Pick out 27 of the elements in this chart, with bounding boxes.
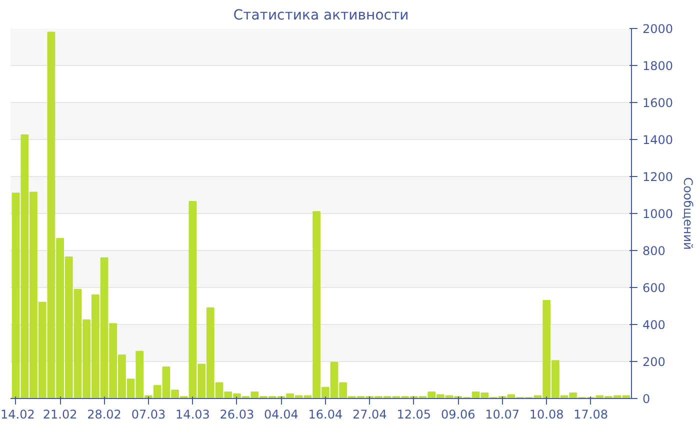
y-tick-label: 1200 — [642, 170, 674, 184]
y-tick-label: 1600 — [642, 96, 674, 110]
y-tick-label: 400 — [642, 318, 666, 332]
x-tick-label: 14.02 — [0, 408, 35, 422]
x-tick-label: 21.02 — [42, 408, 78, 422]
x-tick-label: 12.05 — [396, 408, 432, 422]
y-tick-label: 2000 — [642, 22, 674, 36]
x-tick-label: 09.06 — [440, 408, 476, 422]
x-tick-label: 10.08 — [529, 408, 564, 422]
x-tick-label: 28.02 — [87, 408, 122, 422]
y-axis-title: Сообщений — [681, 177, 696, 250]
chart-title: Статистика активности — [233, 8, 409, 24]
y-tick-label: 200 — [642, 355, 666, 369]
x-tick-label: 10.07 — [485, 408, 520, 422]
x-tick-label: 16.04 — [308, 408, 343, 422]
x-tick-label: 14.03 — [176, 408, 210, 422]
x-tick-label: 07.03 — [131, 408, 166, 422]
y-tick-label: 1000 — [642, 207, 674, 221]
x-tick-label: 27.04 — [352, 408, 387, 422]
x-tick-label: 17.08 — [574, 408, 608, 422]
x-tick-label: 26.03 — [220, 408, 254, 422]
y-tick-label: 1400 — [642, 133, 674, 147]
x-tick-label: 04.04 — [264, 408, 298, 422]
y-tick-label: 600 — [642, 281, 666, 295]
y-tick-label: 800 — [642, 244, 666, 258]
y-tick-label: 0 — [642, 392, 650, 406]
y-tick-label: 1800 — [642, 59, 674, 73]
